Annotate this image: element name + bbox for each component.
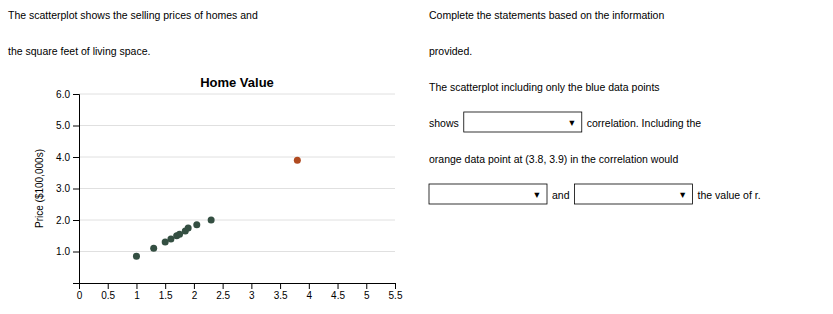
x-tick-label: 0 [77,290,83,301]
dropdown-box [464,112,582,132]
x-tick: 3.5 [274,283,288,301]
x-tick-label: 5.5 [389,290,403,301]
y-tick-mark [73,220,79,221]
x-tick-mark [395,283,396,289]
chart: 0 0.5 1 1.5 2 2.5 3 3.5 4 4.5 5 5.5 1.0 2.0 3.0 4.0 5.0 6… [0,0,833,314]
y-tick-label: 4.0 [56,152,70,163]
x-tick: 2.5 [216,283,230,301]
point [150,245,157,252]
grid [79,94,395,252]
y-tick: 1.0 [56,246,79,257]
dropdown: ▾ [575,184,693,204]
x-tick-label: 3.5 [274,290,288,301]
grid-line [79,220,395,221]
x-tick-mark [136,283,137,289]
series [294,157,301,164]
grid-line [79,251,395,252]
dropdown-arrow: ▾ [569,116,575,128]
y-tick: 5.0 [56,120,79,131]
x-tick: 1 [134,283,140,301]
x-tick-mark [223,283,224,289]
y-tick-label: 2.0 [56,215,70,226]
point [133,253,140,260]
x-tick: 3 [249,283,255,301]
grid-line [79,94,395,95]
point [294,157,301,164]
annotation: correlation. Including the [587,117,702,129]
text-column: The scatterplot shows the selling prices… [8,9,258,57]
dropdown: ▾ [464,112,582,132]
title: Home Value [200,75,274,90]
grid-line [79,188,395,189]
point [208,217,215,224]
x-tick-label: 1 [134,290,140,301]
x-tick-mark [251,283,252,289]
point [193,221,200,228]
x-tick-mark [309,283,310,289]
x-tick: 1.5 [159,283,173,301]
y-tick-mark [73,157,79,158]
grid-line [79,125,395,126]
x-tick-label: 3 [249,290,255,301]
x-tick-mark [338,283,339,289]
annotation: the value of r. [698,189,761,201]
plot: 0 0.5 1 1.5 2 2.5 3 3.5 4 4.5 5 5.5 1.0 2.0 3.0 4.0 5.0 6… [56,89,403,301]
y-tick-label: 5.0 [56,120,70,131]
y-tick: 4.0 [56,152,79,163]
point [185,224,192,231]
y-tick-label: 6.0 [56,89,70,100]
dropdown-box [575,184,693,204]
x-axis-line [80,284,396,290]
x-tick: 2 [192,283,198,301]
annotation: Complete the statements based on the inf… [429,9,664,21]
y-tick-mark [73,252,79,253]
x-tick-label: 2.5 [216,290,230,301]
annotation: The scatterplot including only the blue … [429,81,660,93]
x-tick-label: 5 [364,290,370,301]
series [133,217,215,260]
dropdown: ▾ [429,184,547,204]
x-tick: 4 [307,283,313,301]
x-tick: 5.5 [389,283,403,301]
dropdown-arrow: ▾ [534,188,540,200]
x-axis: 0 0.5 1 1.5 2 2.5 3 3.5 4 4.5 5 5.5 [77,283,403,301]
y-axis-line [73,95,80,284]
y-tick: 6.0 [56,89,79,100]
y-tick-mark [73,94,79,95]
y-tick-label: 1.0 [56,246,70,257]
annotation: the square feet of living space. [8,45,150,57]
x-tick-label: 2 [192,290,198,301]
y-tick: 3.0 [56,183,79,194]
annotation: shows [429,117,459,129]
annotation: and [552,189,570,201]
x-tick-mark [165,283,166,289]
grid-line [79,157,395,158]
y-axis: 1.0 2.0 3.0 4.0 5.0 6.0 [56,89,79,284]
annotation: The scatterplot shows the selling prices… [8,9,258,21]
x-tick: 0 [77,283,83,301]
x-tick-mark [108,283,109,289]
y-axis-label: Price ($100,000s) [34,149,45,228]
x-tick-mark [194,283,195,289]
annotation: orange data point at (3.8, 3.9) in the c… [429,153,678,165]
x-tick: 0.5 [101,283,115,301]
y-tick-label: 3.0 [56,183,70,194]
dropdown-arrow: ▾ [680,188,686,200]
x-tick-label: 0.5 [101,290,115,301]
x-tick-label: 4.5 [331,290,345,301]
x-tick: 4.5 [331,283,345,301]
y-tick-mark [73,126,79,127]
x-tick-label: 1.5 [159,290,173,301]
text-column: Complete the statements based on the inf… [429,9,761,205]
points [133,157,301,260]
y-tick-mark [73,189,79,190]
y-tick: 2.0 [56,215,79,226]
dropdown-box [429,184,547,204]
x-tick-label: 4 [307,290,313,301]
x-tick-mark [366,283,367,289]
x-tick: 5 [364,283,370,301]
annotation: provided. [429,45,472,57]
x-tick-mark [280,283,281,289]
